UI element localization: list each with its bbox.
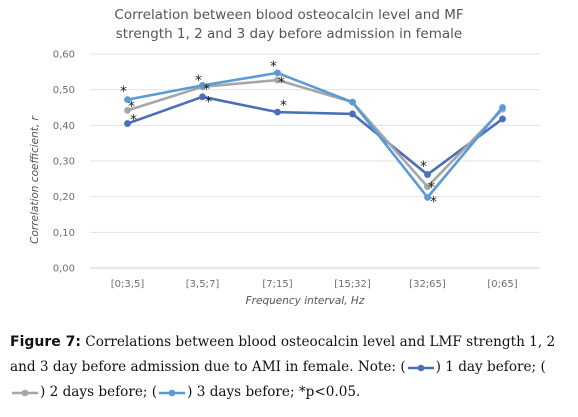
caption-text-2: ) 1 day before; ( bbox=[435, 359, 546, 375]
data-point bbox=[274, 69, 281, 77]
y-axis-label: Correlation coefficient, r bbox=[29, 115, 41, 243]
x-axis-label: Frequency interval, Hz bbox=[246, 295, 365, 307]
y-tick-label: 0,40 bbox=[53, 121, 75, 132]
significance-markers: ************ bbox=[120, 59, 437, 211]
legend-marker bbox=[168, 389, 176, 396]
data-point bbox=[274, 108, 281, 116]
significance-marker: * bbox=[270, 59, 277, 75]
x-tick-label: [32;65] bbox=[409, 279, 446, 290]
data-point bbox=[199, 93, 206, 101]
data-point bbox=[499, 115, 506, 123]
significance-marker: * bbox=[430, 194, 437, 210]
x-tick-label: [0;3,5] bbox=[111, 279, 145, 290]
data-point bbox=[424, 193, 431, 201]
series-line-3 bbox=[127, 71, 504, 199]
y-tick-label: 0,20 bbox=[53, 192, 75, 203]
legend-sample-2 bbox=[12, 389, 38, 396]
significance-marker: * bbox=[278, 75, 285, 91]
data-point bbox=[124, 96, 131, 104]
data-point bbox=[124, 106, 131, 114]
series-line-1 bbox=[127, 95, 504, 176]
caption-text-3: ) 2 days before; ( bbox=[40, 384, 158, 400]
chart-title-line-1: Correlation between blood osteocalcin le… bbox=[114, 7, 463, 23]
data-point bbox=[424, 183, 431, 191]
legend-sample-3 bbox=[159, 389, 186, 396]
significance-marker: * bbox=[280, 98, 287, 114]
significance-marker: * bbox=[120, 84, 127, 100]
significance-marker: * bbox=[205, 95, 212, 111]
y-axis-ticks: 0,00 0,10 0,20 0,30 0,40 0,50 0,60 bbox=[53, 50, 75, 275]
significance-marker: * bbox=[130, 112, 137, 128]
y-tick-label: 0,50 bbox=[53, 85, 75, 96]
data-point bbox=[124, 120, 131, 127]
figure-caption: Figure 7: Correlations between blood ost… bbox=[10, 330, 572, 405]
x-tick-label: [15;32] bbox=[334, 279, 371, 290]
gridlines bbox=[90, 53, 540, 269]
y-tick-label: 0,10 bbox=[53, 228, 75, 239]
x-tick-label: [3,5;7] bbox=[186, 279, 220, 290]
y-tick-label: 0,00 bbox=[53, 264, 75, 275]
x-tick-label: [0;65] bbox=[487, 279, 517, 290]
legend-marker bbox=[417, 364, 424, 371]
figure-label: Figure 7: bbox=[10, 334, 81, 350]
caption-text-4: ) 3 days before; *p<0.05. bbox=[187, 384, 361, 400]
x-tick-label: [7;15] bbox=[262, 279, 292, 290]
data-point bbox=[349, 110, 356, 118]
significance-marker: * bbox=[420, 159, 427, 175]
y-tick-label: 0,60 bbox=[53, 50, 75, 61]
data-point bbox=[274, 76, 281, 84]
significance-marker: * bbox=[128, 99, 135, 115]
data-point bbox=[349, 98, 356, 106]
caption-text-1: Correlations between blood osteocalcin l… bbox=[10, 334, 556, 375]
significance-marker: * bbox=[428, 180, 435, 196]
x-axis-ticks: [0;3,5] [3,5;7] [7;15] [15;32] [32;65] [0;65] bbox=[111, 279, 518, 290]
data-point bbox=[499, 104, 506, 111]
chart-title-line-2: strength 1, 2 and 3 day before admission… bbox=[116, 26, 462, 42]
significance-marker: * bbox=[203, 82, 210, 98]
data-point bbox=[199, 81, 206, 89]
significance-marker: * bbox=[195, 73, 202, 89]
legend-sample-1 bbox=[407, 364, 434, 371]
y-tick-label: 0,30 bbox=[53, 157, 75, 168]
chart: Correlation between blood osteocalcin le… bbox=[29, 7, 540, 307]
chart-title: Correlation between blood osteocalcin le… bbox=[114, 7, 463, 42]
series-line-2 bbox=[127, 78, 504, 188]
data-point bbox=[424, 171, 431, 178]
legend-marker bbox=[21, 389, 29, 396]
series bbox=[124, 69, 506, 201]
